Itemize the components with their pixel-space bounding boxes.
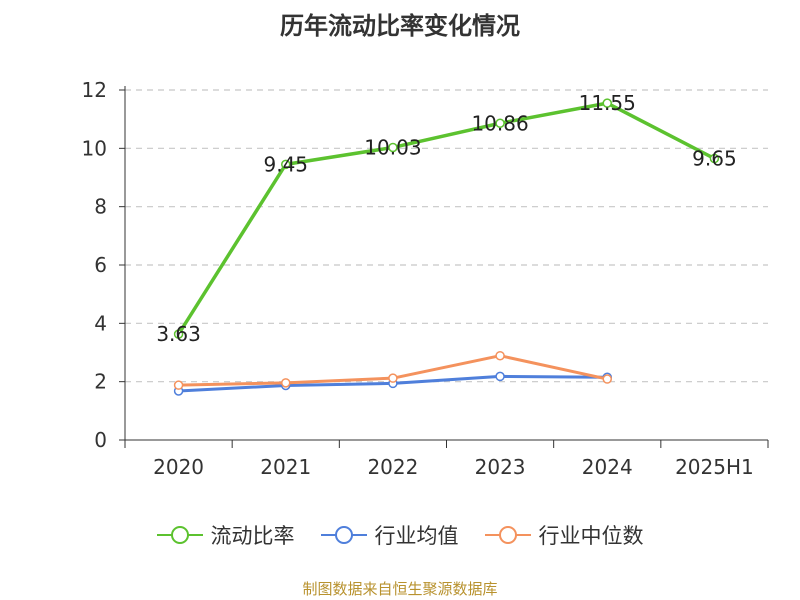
data-point-2 [602, 374, 612, 384]
legend-label-current-ratio: 流动比率 [210, 524, 295, 548]
data-point-0 [709, 153, 720, 164]
legend-item-industry-mean[interactable]: 行业均值 [320, 520, 459, 550]
source-footer: 制图数据来自恒生聚源数据库 [302, 580, 498, 598]
data-point-0 [281, 159, 291, 170]
legend-item-industry-median[interactable]: 行业中位数 [484, 520, 644, 550]
y-tick-label: 8 [94, 195, 107, 219]
data-point-0 [173, 329, 184, 339]
data-point-0 [602, 98, 612, 108]
legend-marker-industry-mean [320, 526, 367, 544]
y-tick-label: 0 [94, 428, 107, 452]
data-label: 9.45 [263, 152, 308, 176]
legend-marker-current-ratio [156, 526, 203, 544]
legend-item-current-ratio[interactable]: 流动比率 [156, 520, 295, 550]
data-label: 10.86 [471, 111, 528, 135]
y-tick-label: 6 [94, 253, 107, 277]
x-tick-label: 2024 [582, 455, 633, 479]
x-tick-label: 2023 [475, 455, 526, 479]
data-point-1 [495, 371, 505, 382]
data-label: 9.65 [692, 147, 737, 171]
data-point-2 [173, 380, 184, 390]
data-point-2 [281, 378, 291, 388]
data-point-0 [495, 118, 505, 128]
data-point-0 [388, 142, 398, 153]
chart-title: 历年流动比率变化情况 [280, 12, 520, 40]
legend-marker-industry-median [484, 526, 531, 544]
data-point-2 [388, 373, 398, 383]
x-tick-label: 2022 [367, 455, 418, 479]
y-tick-label: 12 [82, 78, 107, 102]
x-tick-label: 2025H1 [675, 455, 754, 479]
y-tick-label: 4 [94, 311, 107, 335]
x-tick-label: 2021 [260, 455, 311, 479]
legend-label-industry-median: 行业中位数 [538, 524, 644, 548]
y-tick-label: 2 [94, 370, 107, 394]
x-tick-label: 2020 [153, 455, 204, 479]
y-tick-label: 10 [82, 136, 107, 160]
data-label: 11.55 [579, 91, 636, 115]
legend-label-industry-mean: 行业均值 [374, 524, 459, 548]
legend: 流动比率 行业均值 行业中位数 [0, 520, 800, 550]
series-line-0 [177, 101, 716, 336]
data-point-2 [495, 350, 505, 361]
data-label: 10.03 [364, 135, 421, 159]
data-label: 3.63 [156, 322, 201, 346]
